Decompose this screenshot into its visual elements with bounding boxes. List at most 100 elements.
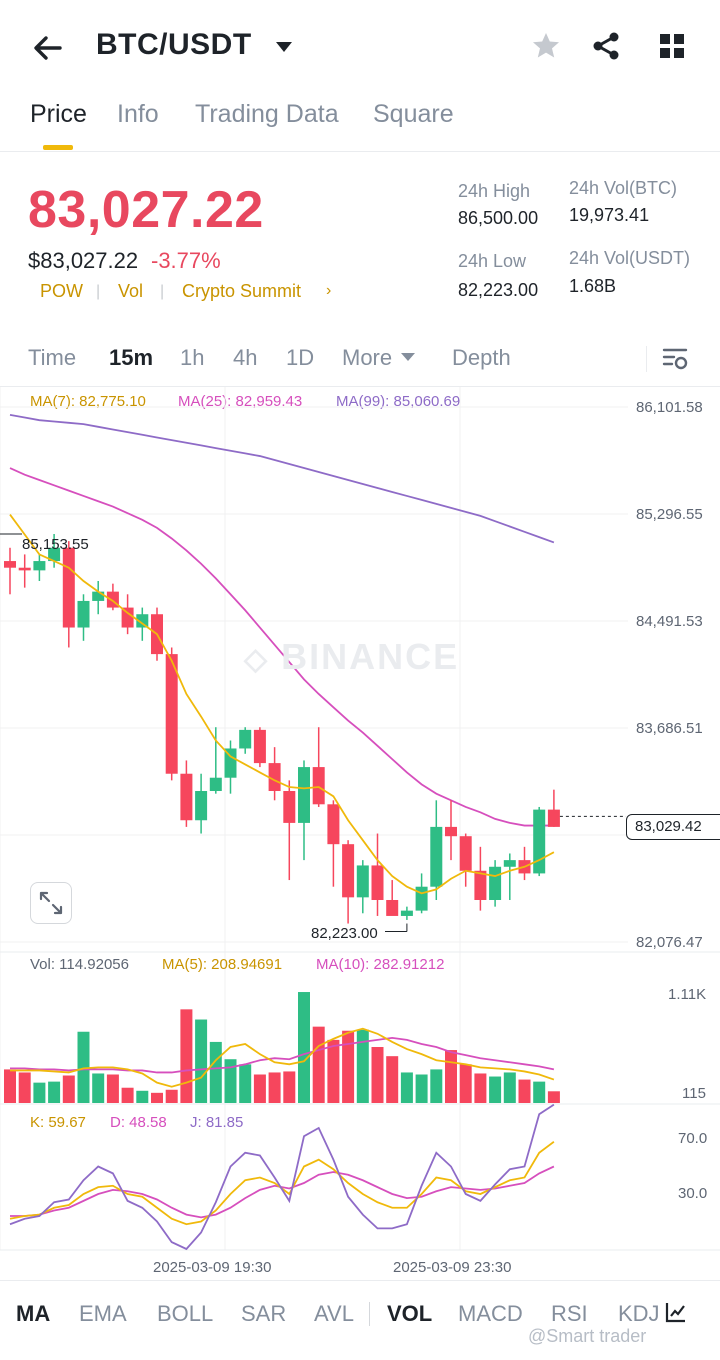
tag-separator: | bbox=[160, 283, 165, 300]
indicator-tab-macd[interactable]: MACD bbox=[458, 1301, 523, 1326]
indicator-tab-avl[interactable]: AVL bbox=[314, 1301, 354, 1326]
candle-body bbox=[400, 910, 413, 916]
ma25-line bbox=[9, 467, 554, 827]
stat-low-value: 82,223.00 bbox=[458, 280, 539, 300]
pair-title[interactable]: BTC/USDT bbox=[96, 28, 252, 61]
tab-square[interactable]: Square bbox=[373, 100, 454, 128]
indicator-tab-ma[interactable]: MA bbox=[16, 1301, 51, 1326]
volume-ma5-legend: MA(5): 208.94691 bbox=[162, 956, 283, 973]
fullscreen-button[interactable] bbox=[30, 882, 72, 924]
candle-body bbox=[459, 836, 472, 871]
indicator-tab-boll[interactable]: BOLL bbox=[157, 1301, 214, 1326]
grid-icon[interactable] bbox=[656, 30, 688, 62]
volume-bar bbox=[503, 1072, 516, 1103]
interval-time[interactable]: Time bbox=[28, 345, 77, 370]
indicator-tab-ema[interactable]: EMA bbox=[79, 1301, 127, 1326]
top-tabs: Price Info Trading Data Square bbox=[30, 100, 720, 140]
candle-body bbox=[430, 826, 443, 887]
interval-1d[interactable]: 1D bbox=[286, 345, 315, 370]
divider bbox=[0, 1280, 720, 1281]
candle-body bbox=[92, 591, 105, 601]
low-marker-label: 82,223.00 bbox=[311, 925, 378, 942]
expand-icon bbox=[39, 891, 63, 915]
volume-bar bbox=[533, 1081, 546, 1103]
share-icon[interactable] bbox=[590, 30, 622, 62]
kdj-d-legend: D: 48.58 bbox=[110, 1114, 167, 1131]
tag-pow[interactable]: POW bbox=[40, 281, 83, 301]
ma99-line bbox=[9, 413, 555, 544]
stat-vol-usdt-label: 24h Vol(USDT) bbox=[569, 248, 691, 268]
chevron-down-icon[interactable] bbox=[401, 353, 415, 361]
ma7-legend: MA(7): 82,775.10 bbox=[30, 393, 146, 410]
candle-body bbox=[312, 767, 325, 805]
volume-bar bbox=[430, 1069, 443, 1103]
kdj-j-legend: J: 81.85 bbox=[190, 1114, 244, 1131]
candle-body bbox=[503, 860, 516, 867]
volume-bar bbox=[62, 1075, 75, 1103]
candle-body bbox=[224, 748, 237, 778]
interval-4h[interactable]: 4h bbox=[233, 345, 258, 370]
indicator-tab-sar[interactable]: SAR bbox=[241, 1301, 287, 1326]
volume-bar bbox=[151, 1092, 163, 1103]
ma99-legend: MA(99): 85,060.69 bbox=[336, 393, 461, 410]
divider bbox=[369, 1302, 370, 1326]
chevron-right-icon[interactable]: › bbox=[326, 282, 332, 299]
stat-vol-btc-value: 19,973.41 bbox=[569, 205, 650, 225]
tag-crypto-summit[interactable]: Crypto Summit bbox=[182, 281, 302, 301]
candle-body bbox=[209, 777, 222, 792]
candle-body bbox=[165, 654, 178, 774]
candle-body bbox=[18, 567, 31, 571]
volume-bar bbox=[445, 1050, 457, 1103]
tab-price[interactable]: Price bbox=[30, 100, 87, 128]
volume-bar bbox=[48, 1081, 61, 1103]
star-icon[interactable] bbox=[530, 30, 562, 62]
volume-bar bbox=[327, 1039, 340, 1103]
y-axis-tick: 83,686.51 bbox=[636, 720, 703, 737]
volume-bar bbox=[283, 1071, 296, 1103]
volume-bar bbox=[180, 1009, 193, 1103]
volume-axis-tick: 1.11K bbox=[668, 986, 707, 1003]
back-arrow-icon[interactable] bbox=[30, 30, 66, 66]
indicator-tab-rsi[interactable]: RSI bbox=[551, 1301, 588, 1326]
watermark-text: @Smart trader bbox=[528, 1326, 647, 1346]
stat-high-label: 24h High bbox=[458, 181, 531, 201]
volume-bar bbox=[400, 1072, 413, 1103]
indicator-tab-vol[interactable]: VOL bbox=[387, 1301, 433, 1326]
candle-body bbox=[342, 844, 355, 898]
candle-body bbox=[356, 865, 369, 898]
tag-vol[interactable]: Vol bbox=[118, 281, 144, 301]
volume-bar bbox=[253, 1074, 266, 1103]
y-axis-tick: 85,296.55 bbox=[636, 506, 703, 523]
volume-bar bbox=[33, 1082, 46, 1103]
candle-body bbox=[474, 870, 487, 900]
volume-axis-tick: 115 bbox=[682, 1085, 706, 1102]
current-price-box: 83,029.42 bbox=[626, 814, 720, 840]
volume-bar bbox=[195, 1019, 208, 1103]
y-axis-tick: 82,076.47 bbox=[636, 934, 703, 951]
divider bbox=[0, 386, 720, 387]
volume-ma10-legend: MA(10): 282.91212 bbox=[316, 956, 445, 973]
candle-body bbox=[489, 866, 502, 900]
indicator-settings-icon[interactable] bbox=[664, 1300, 688, 1324]
kdj-axis-tick: 70.0 bbox=[678, 1130, 708, 1147]
interval-15m[interactable]: 15m bbox=[109, 345, 154, 370]
chevron-down-icon[interactable] bbox=[276, 42, 292, 52]
interval-depth[interactable]: Depth bbox=[452, 345, 511, 370]
volume-bar bbox=[106, 1074, 119, 1103]
interval-1h[interactable]: 1h bbox=[180, 345, 205, 370]
x-axis-label: 2025-03-09 19:30 bbox=[153, 1259, 272, 1276]
tab-trading-data[interactable]: Trading Data bbox=[195, 100, 339, 128]
indicator-tab-kdj[interactable]: KDJ bbox=[618, 1301, 660, 1326]
chart-settings-icon[interactable] bbox=[660, 344, 690, 374]
interval-more[interactable]: More bbox=[342, 345, 393, 370]
ma25-legend: MA(25): 82,959.43 bbox=[178, 393, 303, 410]
price-change: -3.77% bbox=[151, 248, 221, 273]
tab-info[interactable]: Info bbox=[117, 100, 159, 128]
candle-body bbox=[445, 826, 457, 837]
y-axis-tick: 84,491.53 bbox=[636, 613, 703, 630]
high-marker-label: 85,153.55 bbox=[22, 536, 89, 553]
volume-bar bbox=[342, 1030, 355, 1103]
volume-bar bbox=[121, 1087, 134, 1103]
last-price: 83,027.22 bbox=[28, 181, 264, 239]
